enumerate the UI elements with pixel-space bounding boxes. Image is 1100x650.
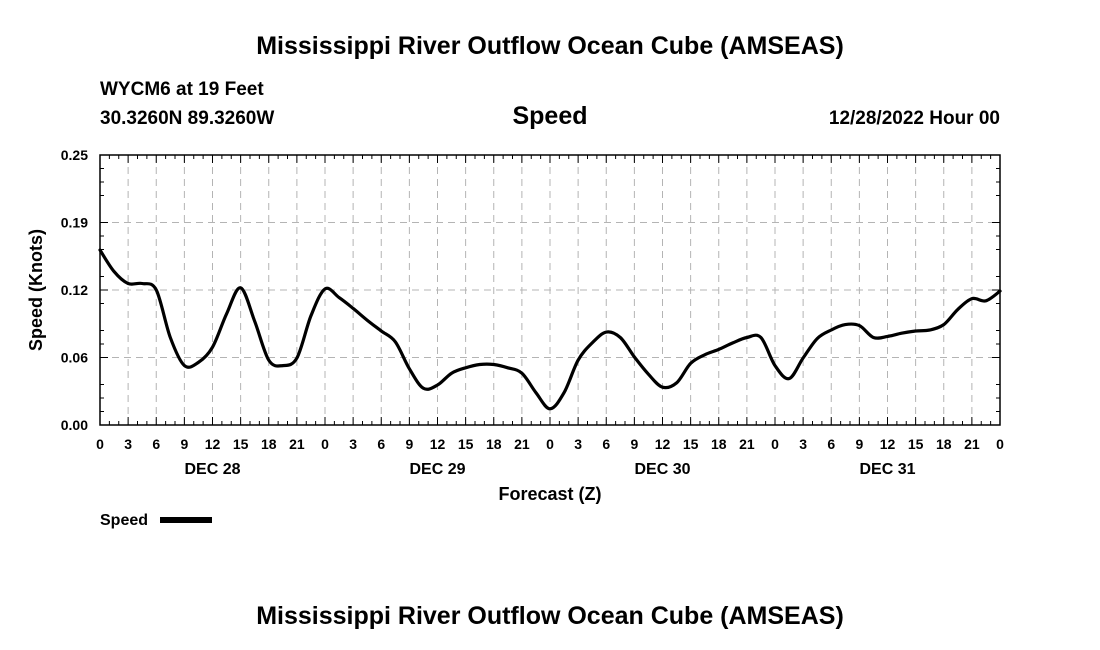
footer-title: Mississippi River Outflow Ocean Cube (AM… <box>256 602 844 630</box>
x-tick-label: 21 <box>514 436 530 452</box>
y-tick-label: 0.12 <box>61 282 88 298</box>
x-tick-label: 18 <box>936 436 952 452</box>
x-tick-label: 18 <box>486 436 502 452</box>
x-tick-label: 12 <box>430 436 446 452</box>
x-tick-label: 0 <box>96 436 104 452</box>
variable-title: Speed <box>512 102 587 130</box>
x-tick-label: 18 <box>261 436 277 452</box>
x-tick-label: 9 <box>405 436 413 452</box>
x-tick-label: 18 <box>711 436 727 452</box>
x-tick-label: 6 <box>152 436 160 452</box>
y-tick-label: 0.19 <box>61 215 88 231</box>
x-tick-label: 21 <box>739 436 755 452</box>
x-tick-label: 21 <box>964 436 980 452</box>
y-tick-label: 0.00 <box>61 417 88 433</box>
station-label: WYCM6 at 19 Feet <box>100 79 264 100</box>
legend: Speed <box>100 512 212 529</box>
x-tick-label: 3 <box>124 436 132 452</box>
speed-series-line <box>98 248 1002 411</box>
day-label: DEC 31 <box>859 461 915 478</box>
x-tick-label: 6 <box>377 436 385 452</box>
x-tick-label: 12 <box>205 436 221 452</box>
label-layer: 0 3 6 9 12 15 18 21 0 3 6 9 12 15 18 21 0 3 6 9 12 15 18 21 0 3 6 9… <box>61 147 1004 478</box>
x-tick-label: 0 <box>546 436 554 452</box>
coordinates-label: 30.3260N 89.3260W <box>100 108 274 129</box>
x-tick-label: 6 <box>827 436 835 452</box>
day-label: DEC 29 <box>409 461 465 478</box>
x-tick-label: 0 <box>771 436 779 452</box>
day-label: DEC 28 <box>184 461 240 478</box>
day-label: DEC 30 <box>634 461 690 478</box>
y-tick-label: 0.25 <box>61 147 88 163</box>
x-tick-label: 15 <box>233 436 249 452</box>
y-axis-label: Speed (Knots) <box>26 229 46 351</box>
x-tick-label: 15 <box>458 436 474 452</box>
x-tick-label: 12 <box>655 436 671 452</box>
x-tick-label: 12 <box>880 436 896 452</box>
grid-layer <box>100 155 1000 425</box>
legend-label: Speed <box>100 512 148 529</box>
x-tick-label: 6 <box>602 436 610 452</box>
x-tick-label: 21 <box>289 436 305 452</box>
x-tick-label: 3 <box>349 436 357 452</box>
series-layer <box>98 248 1002 411</box>
x-tick-label: 15 <box>908 436 924 452</box>
x-tick-label: 0 <box>321 436 329 452</box>
x-tick-label: 9 <box>180 436 188 452</box>
x-tick-label: 9 <box>855 436 863 452</box>
x-tick-label: 9 <box>630 436 638 452</box>
chart-title: Mississippi River Outflow Ocean Cube (AM… <box>256 32 844 60</box>
x-tick-label: 0 <box>996 436 1004 452</box>
x-tick-label: 3 <box>574 436 582 452</box>
x-tick-label: 15 <box>683 436 699 452</box>
x-tick-label: 3 <box>799 436 807 452</box>
x-axis-label: Forecast (Z) <box>498 484 601 504</box>
y-tick-label: 0.06 <box>61 350 88 366</box>
issued-datetime: 12/28/2022 Hour 00 <box>829 108 1000 129</box>
